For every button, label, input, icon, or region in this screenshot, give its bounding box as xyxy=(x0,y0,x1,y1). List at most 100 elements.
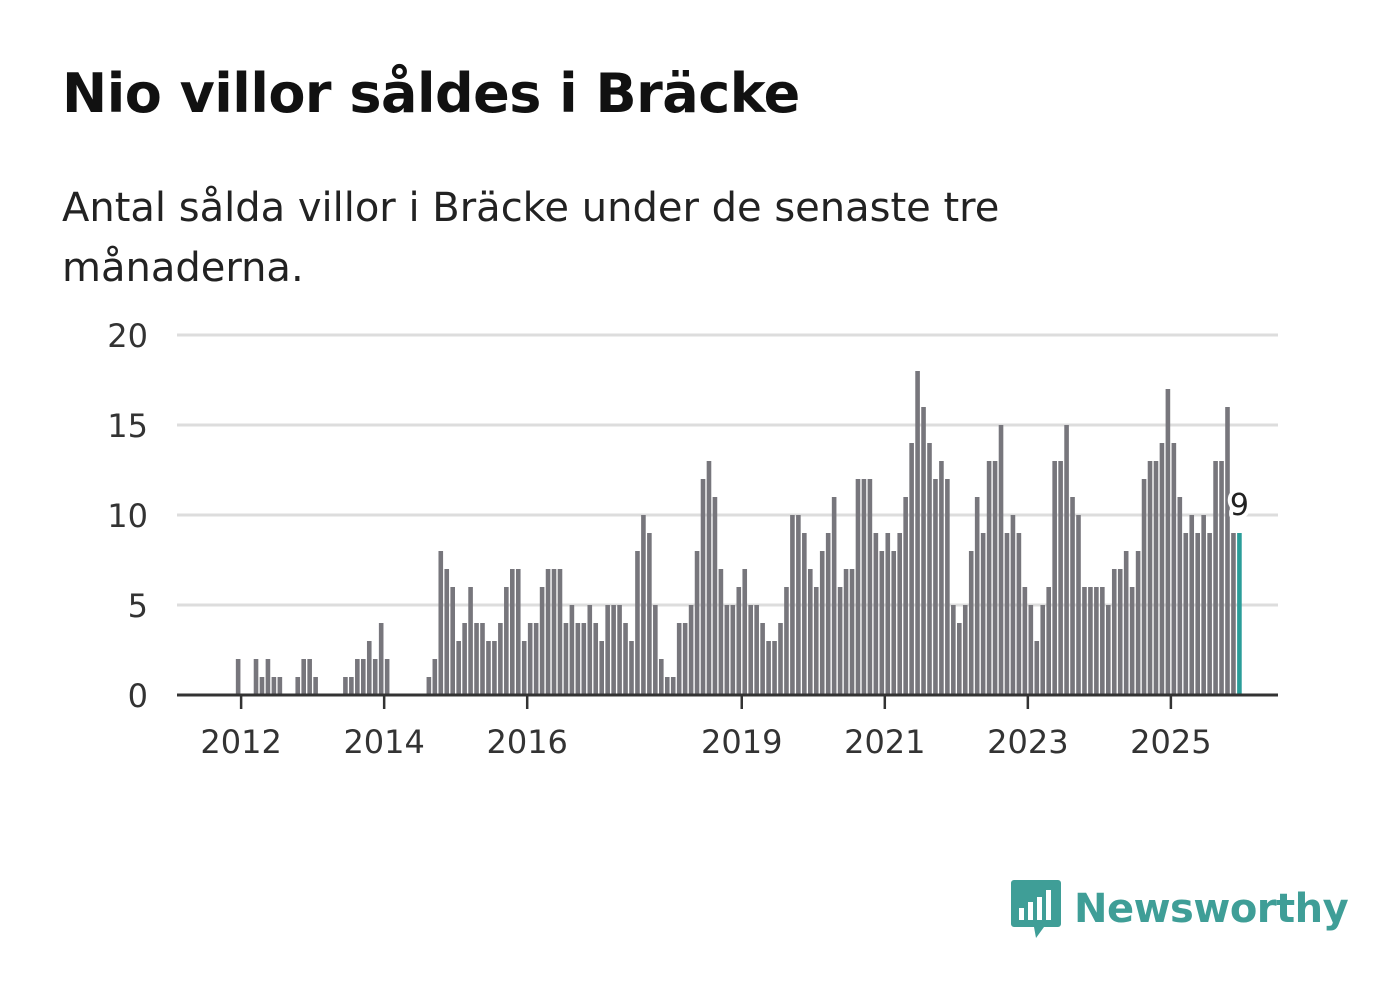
bar xyxy=(569,605,575,695)
bars xyxy=(235,371,1242,695)
x-tick-label: 2016 xyxy=(486,723,567,761)
bar xyxy=(539,587,545,695)
bar xyxy=(1129,587,1135,695)
bar xyxy=(831,497,837,695)
bar xyxy=(682,623,688,695)
bar xyxy=(980,533,986,695)
bar xyxy=(432,659,438,695)
y-tick-label: 5 xyxy=(128,587,148,625)
bar xyxy=(355,659,360,695)
bar xyxy=(915,371,920,695)
bar xyxy=(1177,497,1183,695)
bar xyxy=(1111,569,1117,695)
gridlines xyxy=(177,333,1278,607)
bar xyxy=(1225,407,1230,695)
bar xyxy=(515,569,521,695)
bar xyxy=(1147,461,1153,695)
bar xyxy=(968,551,974,695)
bar xyxy=(778,623,783,695)
bar xyxy=(1070,497,1075,695)
bar xyxy=(551,569,557,695)
bar xyxy=(742,569,748,695)
bar xyxy=(659,659,664,695)
bar xyxy=(694,551,700,695)
brand-name: Newsworthy xyxy=(1074,886,1349,932)
bar xyxy=(1082,587,1087,695)
bar-chart-speech-bubble-icon xyxy=(1011,880,1061,938)
bar xyxy=(533,623,539,695)
bar xyxy=(1106,605,1111,695)
brand-logo: Newsworthy xyxy=(1010,878,1349,940)
bar xyxy=(670,677,676,695)
bar xyxy=(647,533,652,695)
bar xyxy=(504,587,509,695)
bar xyxy=(1195,533,1200,695)
bar xyxy=(307,659,312,695)
bar xyxy=(992,461,998,695)
chart-subtitle: Antal sålda villor i Bräcke under de sen… xyxy=(62,185,1000,291)
bar xyxy=(772,641,777,695)
bar xyxy=(909,443,914,695)
bar xyxy=(891,551,897,695)
bar xyxy=(1141,479,1147,695)
bar xyxy=(599,641,604,695)
x-tick-label: 2019 xyxy=(701,723,782,761)
y-tick-label: 10 xyxy=(107,497,148,535)
bar xyxy=(301,659,306,695)
bar xyxy=(724,605,730,695)
bar xyxy=(957,623,962,695)
bar xyxy=(611,605,616,695)
bar xyxy=(867,479,873,695)
bar xyxy=(468,587,473,695)
bar xyxy=(235,659,241,695)
bar xyxy=(343,677,348,695)
bar xyxy=(962,605,968,695)
bar xyxy=(277,677,283,695)
bar xyxy=(1153,461,1159,695)
bar xyxy=(974,497,980,695)
bar xyxy=(1052,461,1057,695)
bar xyxy=(617,605,622,695)
bar xyxy=(784,587,789,695)
bar xyxy=(730,605,736,695)
bar xyxy=(939,461,944,695)
bar xyxy=(1100,587,1105,695)
bar xyxy=(265,659,271,695)
bar xyxy=(480,623,485,695)
bar xyxy=(1165,389,1171,695)
chart-title: Nio villor såldes i Bräcke xyxy=(62,62,800,125)
bar xyxy=(819,551,825,695)
bar xyxy=(1117,569,1123,695)
bar xyxy=(1213,461,1218,695)
bar xyxy=(951,605,956,695)
bar xyxy=(933,479,938,695)
y-tick-label: 20 xyxy=(107,317,148,355)
bar xyxy=(510,569,515,695)
bar-highlighted xyxy=(1237,533,1242,695)
bar xyxy=(1189,515,1195,695)
bar xyxy=(1064,425,1069,695)
y-tick-label: 0 xyxy=(128,677,148,715)
bar xyxy=(498,623,503,695)
bar xyxy=(1201,515,1206,695)
bar xyxy=(1016,533,1022,695)
bar xyxy=(629,641,634,695)
bar xyxy=(712,497,718,695)
bar xyxy=(1231,533,1236,695)
bar xyxy=(1076,515,1081,695)
bar xyxy=(1183,533,1189,695)
bar xyxy=(1022,587,1028,695)
bar xyxy=(861,479,867,695)
bar xyxy=(527,623,533,695)
bar xyxy=(563,623,569,695)
bar xyxy=(641,515,646,695)
bar xyxy=(438,551,444,695)
bar xyxy=(1040,605,1046,695)
bar xyxy=(796,515,801,695)
bar xyxy=(378,623,384,695)
bar xyxy=(295,677,301,695)
bar xyxy=(921,407,926,695)
bar xyxy=(372,659,378,695)
bar xyxy=(843,569,849,695)
bar xyxy=(688,605,694,695)
